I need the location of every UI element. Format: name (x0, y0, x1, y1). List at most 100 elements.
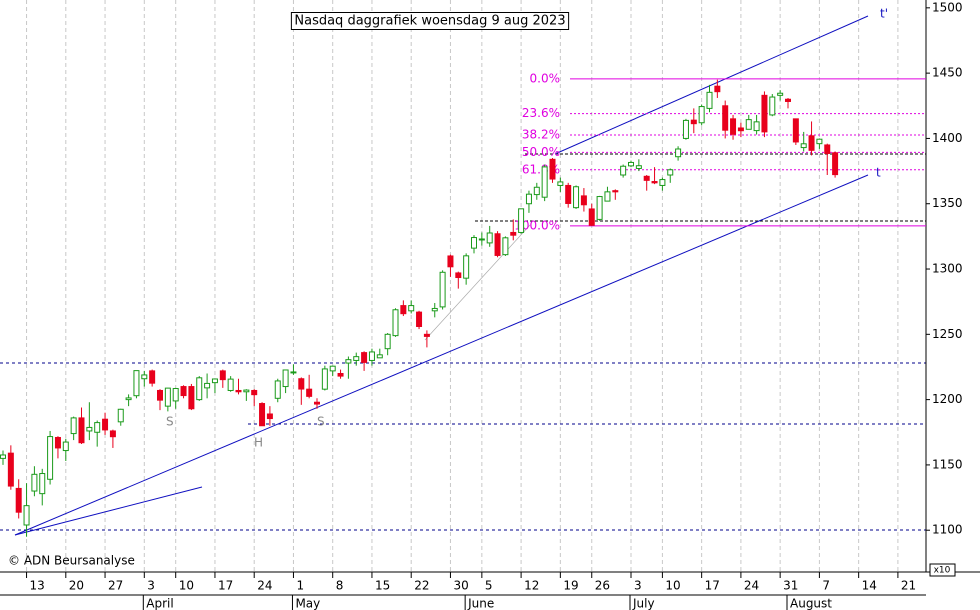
x-tick-label: 3 (147, 579, 155, 593)
month-label: August (790, 597, 832, 610)
pattern-label: S (317, 415, 325, 429)
candle-body (62, 441, 69, 452)
y-tick-label: 1350 (932, 196, 963, 210)
trendline-label: t' (880, 7, 888, 21)
y-tick-label: 1450 (932, 66, 963, 80)
candle-body (518, 208, 525, 233)
candle-body (141, 374, 148, 380)
candle-body (643, 175, 650, 181)
candle-body (172, 388, 179, 402)
fib-label: 38.2% (522, 128, 560, 142)
candle-body (769, 96, 776, 116)
candle-body (274, 380, 281, 399)
trend-line (14, 174, 869, 536)
x-tick-label: 3 (634, 579, 642, 593)
candle-body (494, 233, 501, 256)
credit: © ADN Beursanalyse (8, 554, 135, 568)
candle-body (235, 389, 242, 393)
month-label: July (632, 597, 655, 610)
x-tick-label: 15 (375, 579, 390, 593)
candle-body (314, 401, 320, 405)
candle-body (282, 369, 289, 388)
fib-label: 100.0% (514, 218, 560, 232)
candle-body (227, 378, 234, 391)
candle-body (792, 118, 799, 143)
x-tick-label: 22 (414, 579, 429, 593)
candle-body (604, 191, 611, 202)
candle-body (596, 196, 603, 220)
candle-body (447, 255, 454, 268)
candle-body (463, 255, 470, 279)
candle-body (47, 436, 54, 480)
candle-body (211, 378, 218, 384)
candle-body (541, 166, 548, 198)
candle-body (502, 237, 509, 256)
x-tick-label: 19 (563, 579, 578, 593)
trend-line (554, 15, 869, 155)
x-tick-label: 5 (485, 579, 493, 593)
candle-body (204, 382, 211, 389)
candle-body (533, 186, 540, 196)
candle-body (706, 91, 713, 109)
candle-body (384, 333, 391, 350)
candle-body (368, 351, 375, 361)
candle-body (832, 152, 839, 176)
candle-body (39, 473, 46, 495)
x-tick-label: 21 (901, 579, 916, 593)
candle-body (549, 158, 556, 180)
candle-body (219, 370, 226, 381)
y-tick-label: 1150 (932, 457, 963, 471)
candle-body (188, 386, 195, 410)
candle-body (800, 143, 807, 149)
x-tick-label: 20 (69, 579, 84, 593)
month-label: April (146, 597, 173, 610)
x-tick-label: 31 (783, 579, 798, 593)
x-tick-label: 13 (30, 579, 45, 593)
candle-body (682, 119, 689, 139)
annotation-lines (0, 15, 926, 536)
candle-body (7, 452, 14, 487)
candle-body (353, 356, 360, 361)
candle-body (620, 165, 627, 176)
candle-body (580, 195, 587, 206)
candle-body (86, 426, 93, 432)
candle-body (777, 92, 784, 96)
candle-body (15, 487, 22, 513)
candle-body (557, 181, 564, 186)
y-tick-label: 1500 (932, 0, 963, 14)
pattern-label: S (166, 415, 174, 429)
x-tick-label: 17 (705, 579, 720, 593)
candle-body (525, 193, 532, 205)
unit-box (929, 563, 956, 577)
x-tick-label: 10 (665, 579, 680, 593)
candle-body (510, 231, 517, 236)
unit-label: x10 (934, 566, 951, 576)
candle-body (808, 135, 815, 151)
candle-body (486, 232, 493, 244)
candle-body (675, 148, 682, 158)
candle-body (761, 94, 768, 133)
candle-body (423, 333, 430, 337)
candle-body (125, 397, 132, 401)
candle-body (133, 370, 140, 397)
candle-body (737, 127, 744, 132)
candle-body (306, 388, 313, 397)
candle-body (439, 271, 446, 308)
candle-body (117, 408, 124, 423)
candle-body (659, 179, 666, 186)
candle-body (471, 237, 477, 249)
candle-body (298, 378, 305, 390)
candle-body (455, 272, 462, 279)
y-tick-label: 1300 (932, 262, 963, 276)
candle-body (698, 106, 705, 124)
candle-body (251, 389, 258, 396)
candle-body (164, 387, 171, 407)
x-tick-label: 7 (822, 579, 830, 593)
trend-line (14, 486, 203, 536)
candle-body (102, 418, 109, 431)
candle-body (243, 389, 250, 393)
candle-body (588, 208, 595, 226)
candle-body (290, 371, 297, 374)
candle-body (816, 138, 823, 145)
